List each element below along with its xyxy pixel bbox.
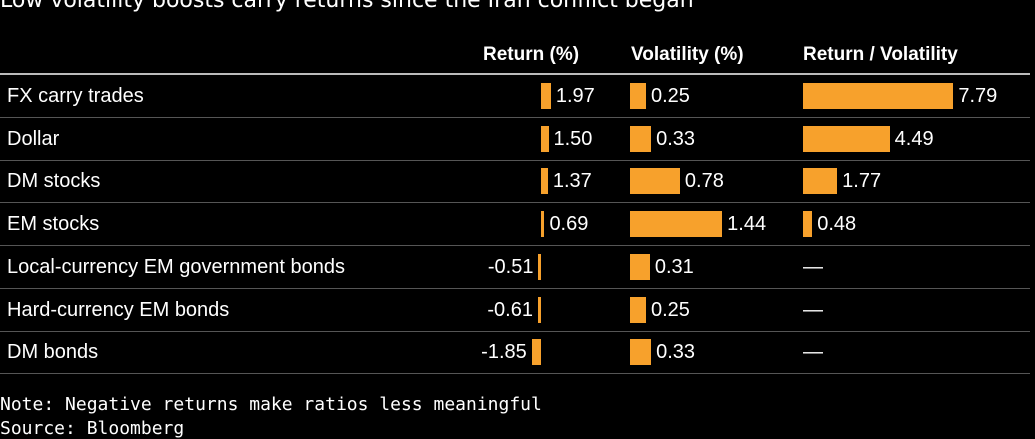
table-row: DM stocks 1.37 0.78 1.77 — [0, 160, 1030, 204]
row-label: FX carry trades — [7, 85, 144, 107]
return-value: 1.50 — [553, 127, 593, 150]
volatility-value: 0.33 — [656, 341, 696, 364]
table-row: Local-currency EM government bonds -0.51 0… — [0, 246, 1030, 289]
return-bar — [537, 296, 541, 323]
volatility-value: 0.78 — [684, 170, 724, 193]
volatility-bar — [630, 296, 646, 323]
ratio-bar — [803, 211, 813, 238]
row-divider — [0, 117, 1030, 118]
chart-title: Low volatility boosts carry returns sinc… — [0, 0, 694, 13]
ratio-value: 1.77 — [842, 170, 882, 193]
row-divider — [0, 330, 1030, 332]
volatility-bar — [630, 83, 646, 109]
row-label: EM stocks — [7, 213, 100, 236]
ratio-value: 7.79 — [958, 85, 998, 107]
ratio-value: 0.48 — [817, 213, 857, 236]
row-label: Dollar — [7, 127, 60, 150]
header-ratio: Return / Volatility — [803, 44, 958, 65]
source: Source: Bloomberg — [0, 418, 185, 439]
return-value: -0.61 — [487, 298, 533, 321]
return-bar — [541, 168, 548, 195]
ratio-value: — — [803, 341, 823, 364]
row-divider — [0, 373, 1030, 375]
ratio-value: 4.49 — [894, 127, 934, 150]
volatility-bar — [630, 253, 650, 280]
note: Note: Negative returns make ratios less … — [0, 394, 542, 415]
ratio-value: — — [803, 255, 823, 278]
table-row: FX carry trades 1.97 0.25 7.79 — [0, 75, 1030, 118]
header-divider — [0, 73, 1030, 75]
return-value: 1.97 — [555, 85, 595, 107]
volatility-bar — [630, 211, 723, 238]
return-value: 1.37 — [552, 170, 592, 193]
ratio-bar — [803, 83, 954, 109]
row-label: Hard-currency EM bonds — [7, 298, 230, 321]
return-bar — [541, 83, 551, 109]
volatility-bar — [630, 168, 680, 195]
row-label: DM bonds — [7, 341, 99, 364]
row-divider — [0, 287, 1030, 289]
return-value: -1.85 — [481, 341, 527, 364]
return-value: -0.51 — [487, 255, 534, 278]
volatility-value: 0.25 — [651, 298, 690, 321]
return-value: 0.69 — [549, 213, 589, 236]
row-label: DM stocks — [7, 170, 101, 193]
return-bar — [541, 211, 545, 238]
ratio-bar — [803, 168, 838, 195]
volatility-value: 0.33 — [656, 127, 696, 150]
return-bar — [541, 125, 549, 152]
row-label: Local-currency EM government bonds — [7, 255, 345, 278]
row-divider — [0, 245, 1030, 247]
table-row: Hard-currency EM bonds -0.61 0.25 — — [0, 289, 1030, 332]
table-row: EM stocks 0.69 1.44 0.48 — [0, 203, 1030, 247]
volatility-bar — [630, 125, 652, 152]
volatility-value: 0.25 — [651, 85, 690, 107]
return-bar — [531, 339, 541, 366]
header-return: Return (%) — [483, 44, 580, 65]
row-divider — [0, 159, 1030, 161]
volatility-bar — [630, 339, 652, 366]
volatility-value: 1.44 — [727, 213, 767, 236]
ratio-bar — [803, 125, 890, 152]
table-row: Dollar 1.50 0.33 4.49 — [0, 118, 1030, 161]
volatility-value: 0.31 — [654, 255, 694, 278]
return-bar — [538, 253, 541, 280]
header-volatility: Volatility (%) — [631, 44, 744, 65]
row-divider — [0, 202, 1030, 204]
table-row: DM bonds -1.85 0.33 — — [0, 331, 1030, 375]
ratio-value: — — [803, 298, 823, 321]
